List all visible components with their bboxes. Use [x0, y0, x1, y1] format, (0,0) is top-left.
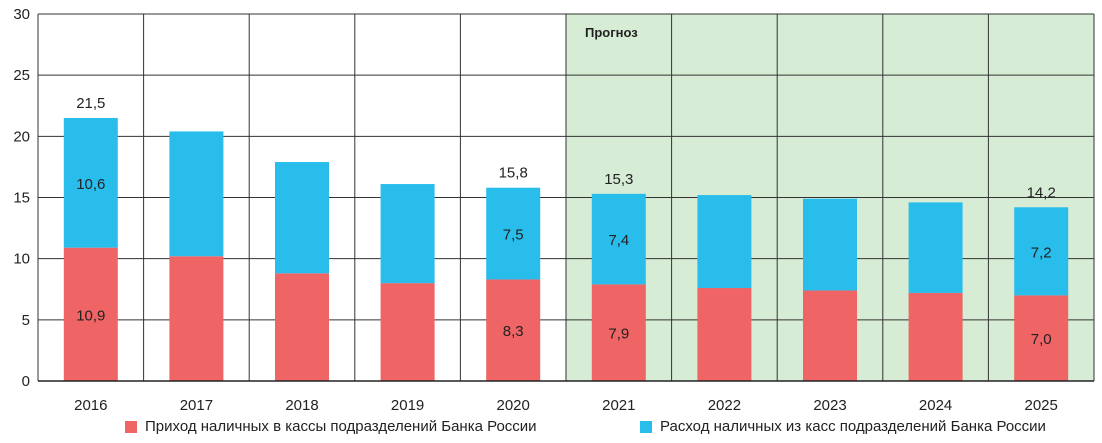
legend-item-inflow: Приход наличных в кассы подразделений Ба… — [125, 418, 537, 435]
x-tick-label: 2020 — [497, 397, 530, 414]
data-label-inflow: 7,0 — [1031, 331, 1052, 348]
x-tick-label: 2018 — [285, 397, 318, 414]
bar-outflow — [486, 187, 541, 280]
bar-outflow — [697, 195, 752, 289]
bar-inflow — [486, 279, 541, 381]
bar-inflow — [275, 273, 329, 381]
y-tick-label: 5 — [22, 312, 30, 329]
data-label-outflow: 7,2 — [1031, 244, 1052, 261]
data-label-outflow: 7,5 — [503, 227, 524, 244]
bar-outflow — [169, 131, 224, 257]
data-label-inflow: 8,3 — [503, 323, 524, 340]
forecast-label: Прогноз — [585, 25, 638, 40]
y-tick-label: 15 — [13, 190, 30, 207]
legend-item-outflow: Расход наличных из касс подразделений Ба… — [640, 418, 1046, 435]
x-tick-label: 2024 — [919, 397, 952, 414]
bar-inflow — [591, 284, 646, 381]
legend-swatch-inflow — [125, 420, 137, 433]
bar-outflow — [591, 193, 646, 285]
x-tick-label: 2016 — [74, 397, 107, 414]
bar-inflow — [1014, 295, 1069, 381]
bar-inflow — [697, 288, 752, 381]
bar-inflow — [908, 292, 963, 381]
bar-outflow — [803, 198, 857, 291]
x-tick-label: 2023 — [813, 397, 846, 414]
x-tick-label: 2019 — [391, 397, 424, 414]
bar-inflow — [63, 247, 118, 381]
y-tick-label: 25 — [13, 67, 30, 84]
y-tick-label: 30 — [13, 6, 30, 23]
bar-outflow — [380, 184, 435, 284]
data-label-inflow: 10,9 — [76, 307, 105, 324]
bar-inflow — [803, 290, 857, 381]
bar-outflow — [275, 162, 329, 274]
data-label-total: 14,2 — [1027, 184, 1056, 201]
bar-inflow — [380, 283, 435, 381]
x-tick-label: 2021 — [602, 397, 635, 414]
y-tick-label: 0 — [22, 373, 30, 390]
bar-outflow — [63, 117, 118, 248]
bar-outflow — [908, 202, 963, 293]
y-tick-label: 10 — [13, 251, 30, 268]
data-label-total: 15,3 — [604, 171, 633, 188]
bar-inflow — [169, 256, 224, 381]
legend-swatch-outflow — [640, 420, 652, 433]
bar-outflow — [1014, 207, 1069, 296]
data-label-outflow: 7,4 — [608, 232, 629, 249]
legend-label-inflow: Приход наличных в кассы подразделений Ба… — [145, 418, 537, 435]
x-tick-label: 2017 — [180, 397, 213, 414]
data-label-total: 15,8 — [499, 165, 528, 182]
x-tick-label: 2022 — [708, 397, 741, 414]
data-label-inflow: 7,9 — [608, 326, 629, 343]
data-label-total: 21,5 — [76, 95, 105, 112]
data-label-outflow: 10,6 — [76, 176, 105, 193]
legend-label-outflow: Расход наличных из касс подразделений Ба… — [660, 418, 1046, 435]
x-tick-label: 2025 — [1025, 397, 1058, 414]
y-tick-label: 20 — [13, 128, 30, 145]
